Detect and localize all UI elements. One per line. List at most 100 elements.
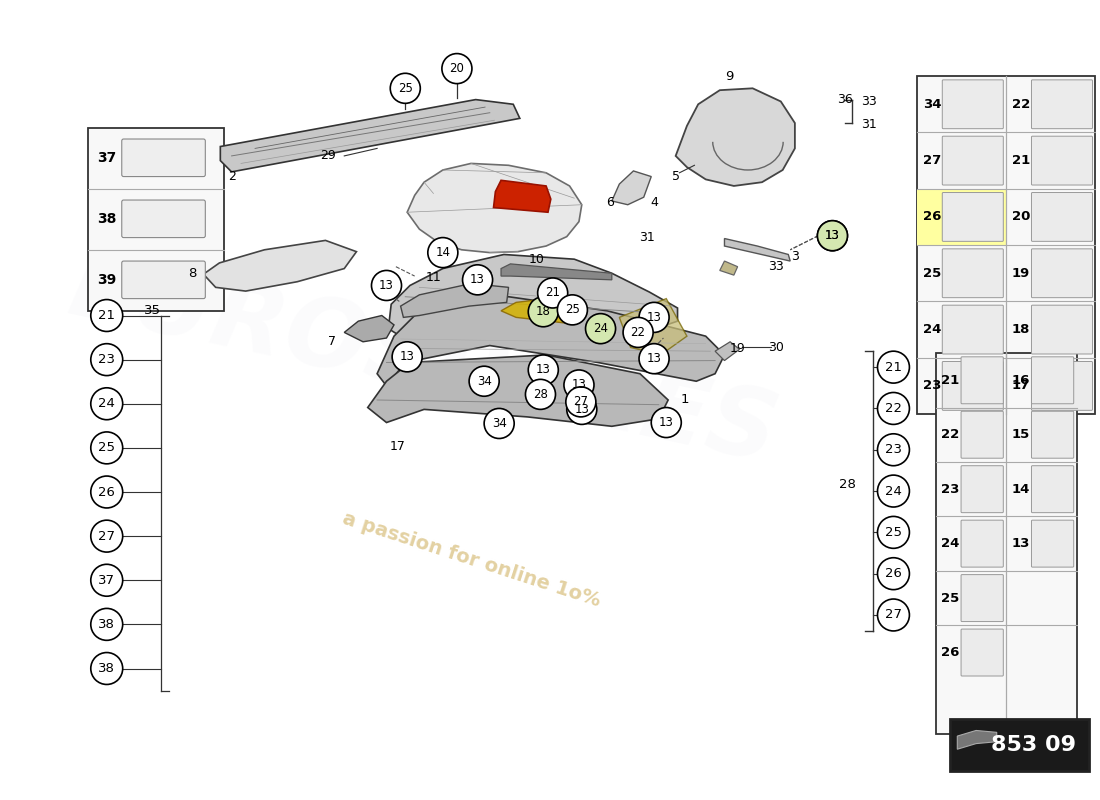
Polygon shape: [400, 283, 508, 318]
Text: 16: 16: [1012, 374, 1030, 386]
Text: 12: 12: [477, 269, 493, 282]
Text: 14: 14: [1012, 482, 1030, 496]
Circle shape: [878, 517, 910, 548]
Text: 1: 1: [681, 394, 690, 406]
Polygon shape: [675, 88, 795, 186]
Text: 20: 20: [1012, 210, 1030, 223]
Circle shape: [526, 379, 556, 410]
Text: 5: 5: [672, 170, 680, 183]
Text: 21: 21: [98, 309, 116, 322]
Text: 20: 20: [450, 62, 464, 75]
Text: 853 09: 853 09: [991, 735, 1076, 755]
Polygon shape: [388, 254, 678, 338]
Text: 25: 25: [886, 526, 902, 539]
Text: 24: 24: [98, 398, 116, 410]
FancyBboxPatch shape: [122, 261, 206, 298]
Circle shape: [484, 409, 514, 438]
Text: 13: 13: [825, 230, 840, 242]
Text: 37: 37: [98, 574, 116, 586]
Text: 31: 31: [860, 118, 877, 131]
Text: 13: 13: [659, 416, 673, 429]
Text: 25: 25: [398, 82, 412, 95]
Text: 23: 23: [886, 443, 902, 456]
Text: 33: 33: [860, 95, 877, 108]
Text: 27: 27: [923, 154, 940, 167]
Text: 8: 8: [188, 266, 197, 280]
Text: 19: 19: [1012, 266, 1030, 280]
Circle shape: [639, 302, 669, 333]
Text: 9: 9: [725, 70, 734, 82]
Text: 34: 34: [492, 417, 507, 430]
Text: 13: 13: [399, 350, 415, 363]
Polygon shape: [407, 163, 582, 253]
FancyBboxPatch shape: [1032, 193, 1092, 242]
Circle shape: [585, 314, 616, 344]
Text: 14: 14: [436, 246, 450, 259]
FancyBboxPatch shape: [1032, 357, 1074, 404]
Text: 21: 21: [546, 286, 560, 299]
Text: 22: 22: [1012, 98, 1030, 110]
Polygon shape: [500, 264, 612, 280]
Circle shape: [91, 564, 123, 596]
FancyBboxPatch shape: [1032, 305, 1092, 354]
FancyBboxPatch shape: [961, 466, 1003, 513]
FancyBboxPatch shape: [1032, 362, 1092, 410]
Text: EUROSPARES: EUROSPARES: [62, 242, 786, 483]
Text: 24: 24: [942, 537, 959, 550]
Circle shape: [91, 609, 123, 640]
FancyBboxPatch shape: [961, 411, 1003, 458]
FancyBboxPatch shape: [1032, 411, 1074, 458]
Bar: [88, 128, 224, 311]
Circle shape: [469, 366, 499, 396]
Circle shape: [878, 434, 910, 466]
Text: 36: 36: [837, 93, 852, 106]
Text: 33: 33: [768, 260, 784, 273]
Bar: [949, 719, 1089, 771]
FancyBboxPatch shape: [1032, 136, 1092, 185]
Text: 21: 21: [1012, 154, 1030, 167]
Circle shape: [528, 355, 559, 385]
FancyBboxPatch shape: [961, 520, 1003, 567]
Circle shape: [462, 265, 493, 295]
Circle shape: [639, 344, 669, 374]
Text: 13: 13: [379, 279, 394, 292]
Bar: [917, 76, 1096, 414]
Text: 22: 22: [942, 428, 959, 442]
Circle shape: [91, 344, 123, 375]
Text: 13: 13: [647, 352, 661, 365]
Text: 38: 38: [98, 662, 116, 675]
Text: 25: 25: [942, 591, 959, 605]
Circle shape: [91, 388, 123, 420]
FancyBboxPatch shape: [943, 193, 1003, 242]
Circle shape: [538, 278, 568, 308]
Text: 27: 27: [98, 530, 116, 542]
FancyBboxPatch shape: [943, 249, 1003, 298]
Text: 24: 24: [923, 323, 940, 336]
Text: 13: 13: [574, 403, 590, 416]
FancyBboxPatch shape: [1032, 466, 1074, 513]
Text: 28: 28: [534, 388, 548, 401]
Text: 31: 31: [639, 231, 654, 244]
Text: 26: 26: [942, 646, 959, 659]
Circle shape: [528, 297, 559, 326]
Circle shape: [565, 387, 596, 417]
Circle shape: [91, 432, 123, 464]
Text: 38: 38: [98, 618, 116, 631]
Text: 38: 38: [97, 212, 117, 226]
Text: 6: 6: [606, 196, 614, 210]
Text: 3: 3: [791, 250, 799, 263]
Circle shape: [878, 558, 910, 590]
Polygon shape: [377, 297, 725, 386]
Circle shape: [91, 299, 123, 331]
FancyBboxPatch shape: [943, 305, 1003, 354]
Text: 34: 34: [476, 374, 492, 388]
Text: 13: 13: [572, 378, 586, 391]
Polygon shape: [725, 238, 790, 261]
Polygon shape: [612, 171, 651, 205]
Text: 27: 27: [886, 609, 902, 622]
Polygon shape: [957, 730, 997, 750]
Text: 26: 26: [886, 567, 902, 580]
Text: 18: 18: [1012, 323, 1030, 336]
Text: 25: 25: [98, 442, 116, 454]
Circle shape: [558, 295, 587, 325]
